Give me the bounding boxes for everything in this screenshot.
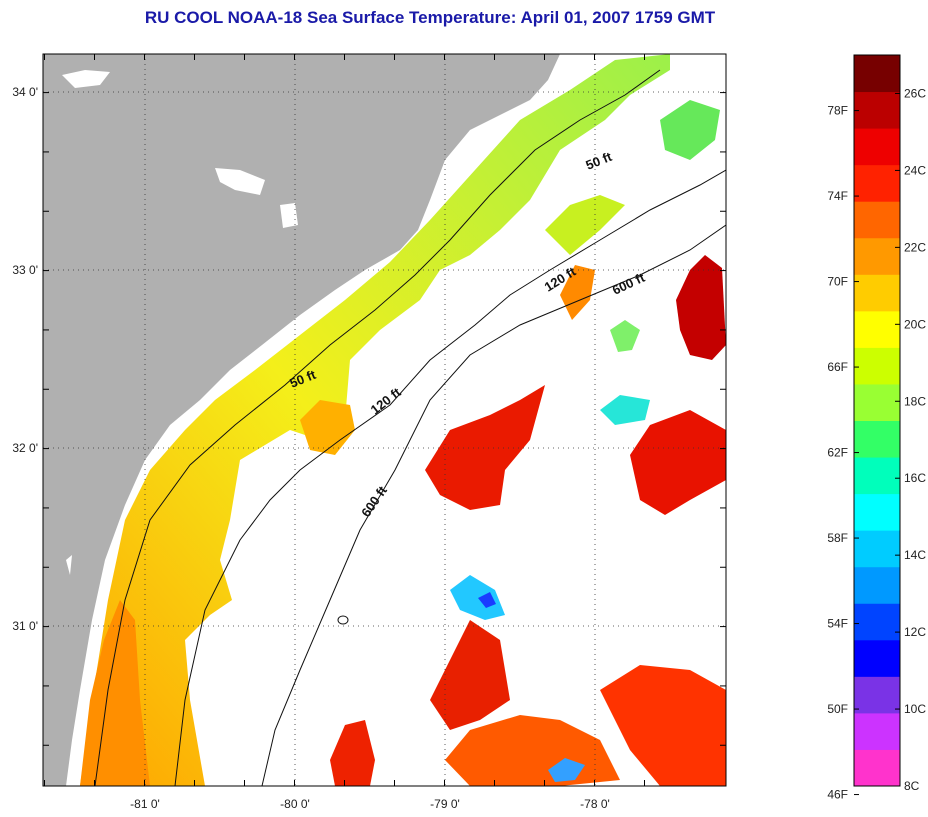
land-mass	[43, 54, 560, 786]
colorbar-segment	[854, 712, 900, 750]
axis-ticks: 34 0' 33 0' 32 0' 31 0' -81 0' -80 0' -79 0' -7…	[12, 54, 726, 811]
lat-tick-label: 33 0'	[12, 263, 38, 277]
colorbar-segment	[854, 749, 900, 787]
lat-tick-label: 31 0'	[12, 619, 38, 633]
isobath-600ft	[261, 224, 726, 786]
grid-lines	[43, 54, 726, 786]
colorbar-segment	[854, 530, 900, 568]
colorbar-label-celsius: 18C	[904, 394, 926, 408]
colorbar: 26C 24C 22C 20C 18C 16C 14C 12C 10C 8C 78F 74F 70F 66…	[827, 54, 926, 802]
colorbar-label-celsius: 10C	[904, 702, 926, 716]
colorbar-label-celsius: 8C	[904, 779, 920, 793]
colorbar-segment	[854, 639, 900, 677]
colorbar-segment	[854, 237, 900, 275]
colorbar-label-celsius: 22C	[904, 240, 926, 254]
colorbar-segment	[854, 274, 900, 312]
colorbar-segment	[854, 603, 900, 641]
sst-patch-orange-coast	[300, 400, 355, 455]
map-title: RU COOL NOAA-18 Sea Surface Temperature:…	[144, 8, 716, 27]
sst-coastal-band-south	[80, 600, 150, 786]
land-cloud-3	[280, 203, 298, 228]
map-frame	[42, 53, 727, 787]
colorbar-segment	[854, 383, 900, 421]
colorbar-label-fahrenheit: 70F	[827, 275, 848, 289]
sst-patch-central	[425, 385, 545, 510]
colorbar-segment	[854, 310, 900, 348]
sst-patch-east	[630, 410, 726, 515]
colorbar-label-celsius: 26C	[904, 86, 926, 100]
colorbar-label-celsius: 16C	[904, 471, 926, 485]
colorbar-label-celsius: 14C	[904, 548, 926, 562]
sst-patch-cool-4	[548, 758, 585, 782]
land-cloud-1	[62, 70, 110, 88]
lon-tick-label: -81 0'	[130, 797, 160, 811]
colorbar-label-fahrenheit: 78F	[827, 104, 848, 118]
colorbar-label-fahrenheit: 74F	[827, 189, 848, 203]
colorbar-label-celsius: 12C	[904, 625, 926, 639]
colorbar-segment	[854, 347, 900, 385]
colorbar-segment	[854, 493, 900, 531]
colorbar-segment	[854, 676, 900, 714]
colorbar-label-celsius: 20C	[904, 317, 926, 331]
colorbar-segment	[854, 128, 900, 166]
colorbar-segment	[854, 201, 900, 239]
colorbar-frame	[853, 54, 901, 787]
colorbar-segment	[854, 91, 900, 129]
isobath-120ft	[174, 169, 726, 786]
lat-tick-label: 34 0'	[12, 85, 38, 99]
colorbar-label-fahrenheit: 54F	[827, 617, 848, 631]
sst-patch-south-1	[430, 620, 510, 730]
sst-patch-ne-green	[660, 100, 720, 160]
sst-coastal-band	[80, 54, 670, 786]
sst-patch-southwest	[330, 720, 375, 786]
sst-patch-ne-yellow	[545, 195, 625, 255]
colorbar-label-fahrenheit: 58F	[827, 531, 848, 545]
isobath-50ft	[94, 69, 661, 786]
colorbar-label-fahrenheit: 66F	[827, 360, 848, 374]
colorbar-label-fahrenheit: 62F	[827, 446, 848, 460]
lat-tick-label: 32 0'	[12, 441, 38, 455]
colorbar-label-fahrenheit: 50F	[827, 702, 848, 716]
lon-tick-label: -79 0'	[430, 797, 460, 811]
sst-patch-cool-1	[450, 575, 505, 620]
colorbar-segment	[854, 420, 900, 458]
colorbar-label-fahrenheit: 46F	[827, 788, 848, 802]
land-cloud-4	[66, 555, 72, 575]
lon-tick-label: -78 0'	[580, 797, 610, 811]
sst-patch-cool-2	[478, 592, 496, 608]
sst-patch-cool-5	[610, 320, 640, 352]
sst-patch-gulfstream-north	[676, 255, 726, 360]
sst-patch-cool-3	[600, 395, 650, 425]
land-cloud-2	[215, 168, 265, 195]
sst-patch-mid-orange	[560, 265, 595, 320]
colorbar-segment	[854, 457, 900, 495]
lon-tick-label: -80 0'	[280, 797, 310, 811]
colorbar-segment	[854, 164, 900, 202]
sst-patch-south-3	[600, 665, 726, 786]
colorbar-segment	[854, 55, 900, 93]
colorbar-label-celsius: 24C	[904, 163, 926, 177]
isobath-island	[337, 615, 349, 625]
colorbar-segment	[854, 566, 900, 604]
